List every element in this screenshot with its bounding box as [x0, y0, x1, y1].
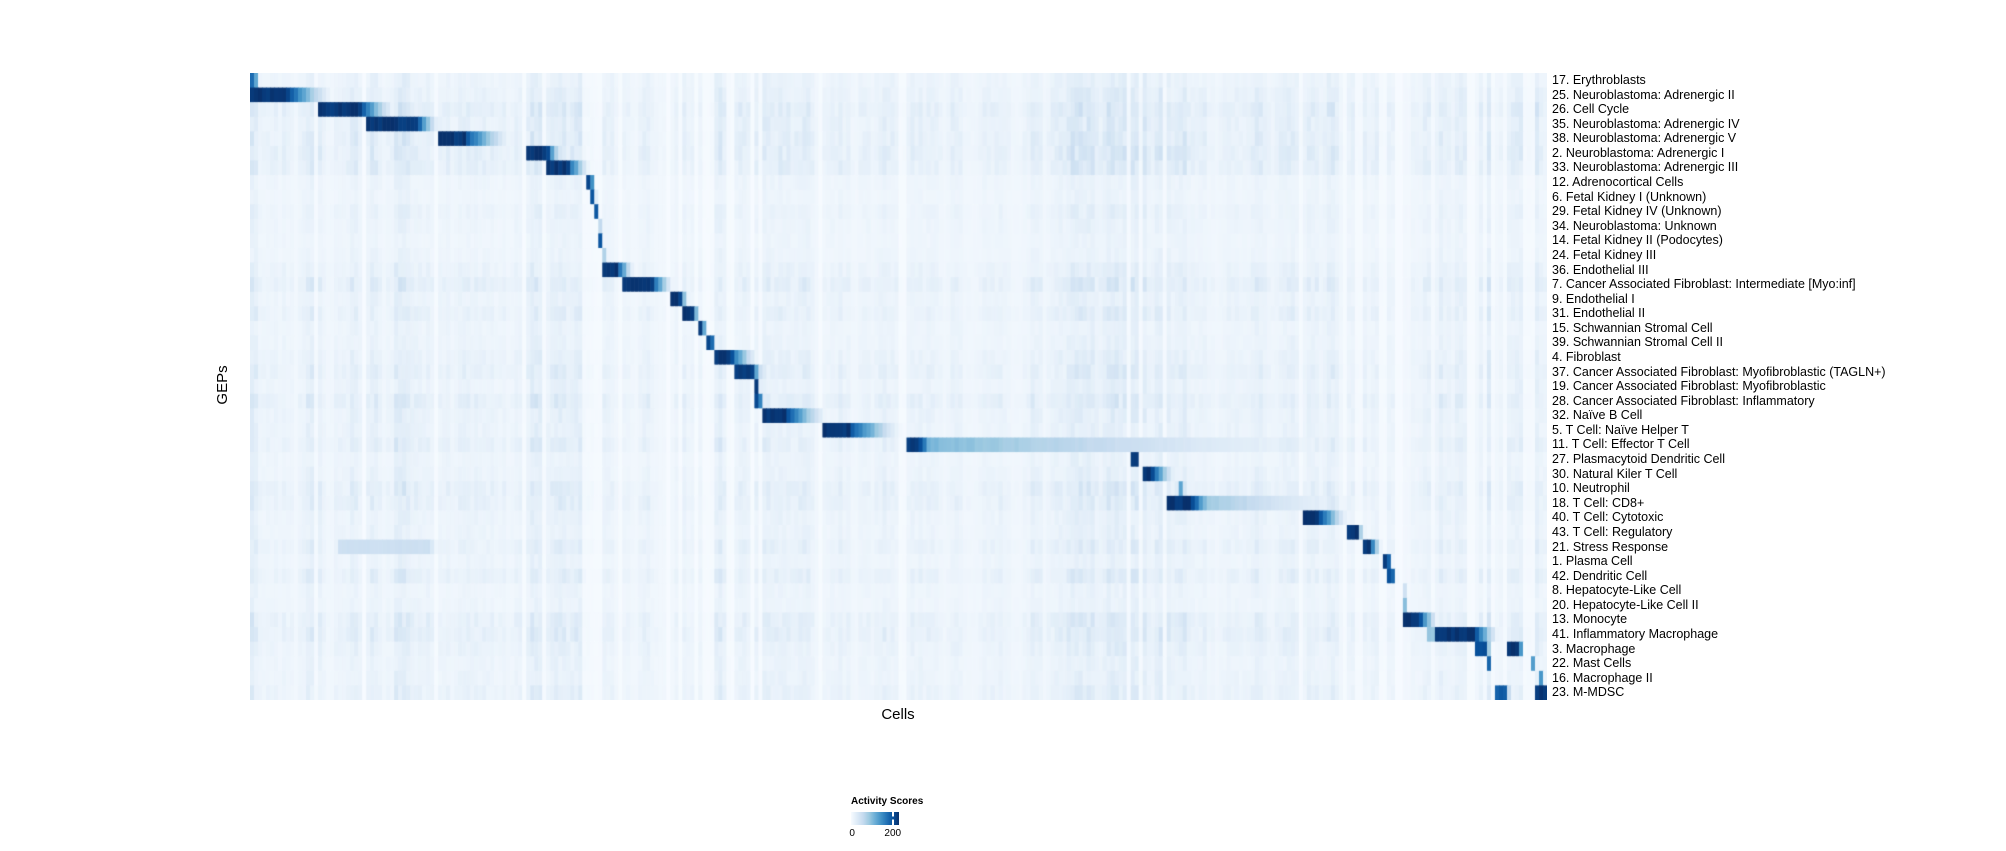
- row-labels: 17. Erythroblasts 25. Neuroblastoma: Adre…: [1552, 73, 2006, 700]
- row-label: 27. Plasmacytoid Dendritic Cell: [1552, 452, 1725, 467]
- y-axis-label: GEPs: [214, 365, 231, 405]
- row-label: 22. Mast Cells: [1552, 656, 1632, 671]
- row-label: 7. Cancer Associated Fibroblast: Interme…: [1552, 277, 1856, 292]
- row-label: 40. T Cell: Cytotoxic: [1552, 510, 1664, 525]
- row-label: 13. Monocyte: [1552, 612, 1628, 627]
- row-label: 34. Neuroblastoma: Unknown: [1552, 218, 1717, 233]
- row-label: 18. T Cell: CD8+: [1552, 495, 1645, 510]
- row-label: 3. Macrophage: [1552, 641, 1636, 656]
- legend-min-label: 0: [849, 828, 855, 839]
- row-label: 10. Neutrophil: [1552, 481, 1630, 496]
- row-label: 14. Fetal Kidney II (Podocytes): [1552, 233, 1723, 248]
- row-label: 5. T Cell: Naïve Helper T: [1552, 422, 1689, 437]
- row-label: 16. Macrophage II: [1552, 670, 1653, 685]
- row-label: 30. Natural Kiler T Cell: [1552, 466, 1678, 481]
- row-label: 2. Neuroblastoma: Adrenergic I: [1552, 145, 1725, 160]
- row-label: 25. Neuroblastoma: Adrenergic II: [1552, 87, 1735, 102]
- legend-title: Activity Scores: [851, 796, 924, 807]
- legend: Activity Scores 0 200: [849, 796, 1011, 842]
- row-label: 15. Schwannian Stromal Cell: [1552, 320, 1713, 335]
- row-label: 39. Schwannian Stromal Cell II: [1552, 335, 1723, 350]
- row-label: 23. M-MDSC: [1552, 685, 1625, 700]
- row-label: 8. Hepatocyte-Like Cell: [1552, 583, 1682, 598]
- row-label: 32. Naïve B Cell: [1552, 408, 1643, 423]
- legend-tick-mark: [891, 812, 894, 825]
- row-label: 6. Fetal Kidney I (Unknown): [1552, 189, 1707, 204]
- row-label: 21. Stress Response: [1552, 539, 1669, 554]
- x-axis-label: Cells: [881, 706, 915, 723]
- legend-max-label: 200: [884, 828, 902, 839]
- row-label: 42. Dendritic Cell: [1552, 568, 1648, 583]
- legend-gradient-bar: [851, 812, 899, 825]
- row-label: 31. Endothelial II: [1552, 306, 1646, 321]
- row-label: 9. Endothelial I: [1552, 291, 1635, 306]
- row-label: 1. Plasma Cell: [1552, 554, 1633, 569]
- row-label: 24. Fetal Kidney III: [1552, 247, 1657, 262]
- row-label: 4. Fibroblast: [1552, 349, 1621, 364]
- legend-tick-labels: 0 200: [849, 828, 902, 842]
- row-label: 28. Cancer Associated Fibroblast: Inflam…: [1552, 393, 1815, 408]
- row-label: 33. Neuroblastoma: Adrenergic III: [1552, 160, 1739, 175]
- heatmap-canvas: [250, 73, 1547, 700]
- row-label: 37. Cancer Associated Fibroblast: Myofib…: [1552, 364, 1886, 379]
- row-label: 11. T Cell: Effector T Cell: [1552, 437, 1690, 452]
- row-label: 19. Cancer Associated Fibroblast: Myofib…: [1552, 379, 1826, 394]
- row-label: 12. Adrenocortical Cells: [1552, 175, 1684, 190]
- row-label: 20. Hepatocyte-Like Cell II: [1552, 597, 1699, 612]
- row-label: 43. T Cell: Regulatory: [1552, 524, 1673, 539]
- row-label: 41. Inflammatory Macrophage: [1552, 626, 1719, 641]
- row-label: 36. Endothelial III: [1552, 262, 1649, 277]
- row-label: 26. Cell Cycle: [1552, 102, 1630, 117]
- row-label: 38. Neuroblastoma: Adrenergic V: [1552, 131, 1737, 146]
- row-label: 17. Erythroblasts: [1552, 73, 1646, 87]
- row-label: 35. Neuroblastoma: Adrenergic IV: [1552, 116, 1740, 131]
- row-label: 29. Fetal Kidney IV (Unknown): [1552, 204, 1722, 219]
